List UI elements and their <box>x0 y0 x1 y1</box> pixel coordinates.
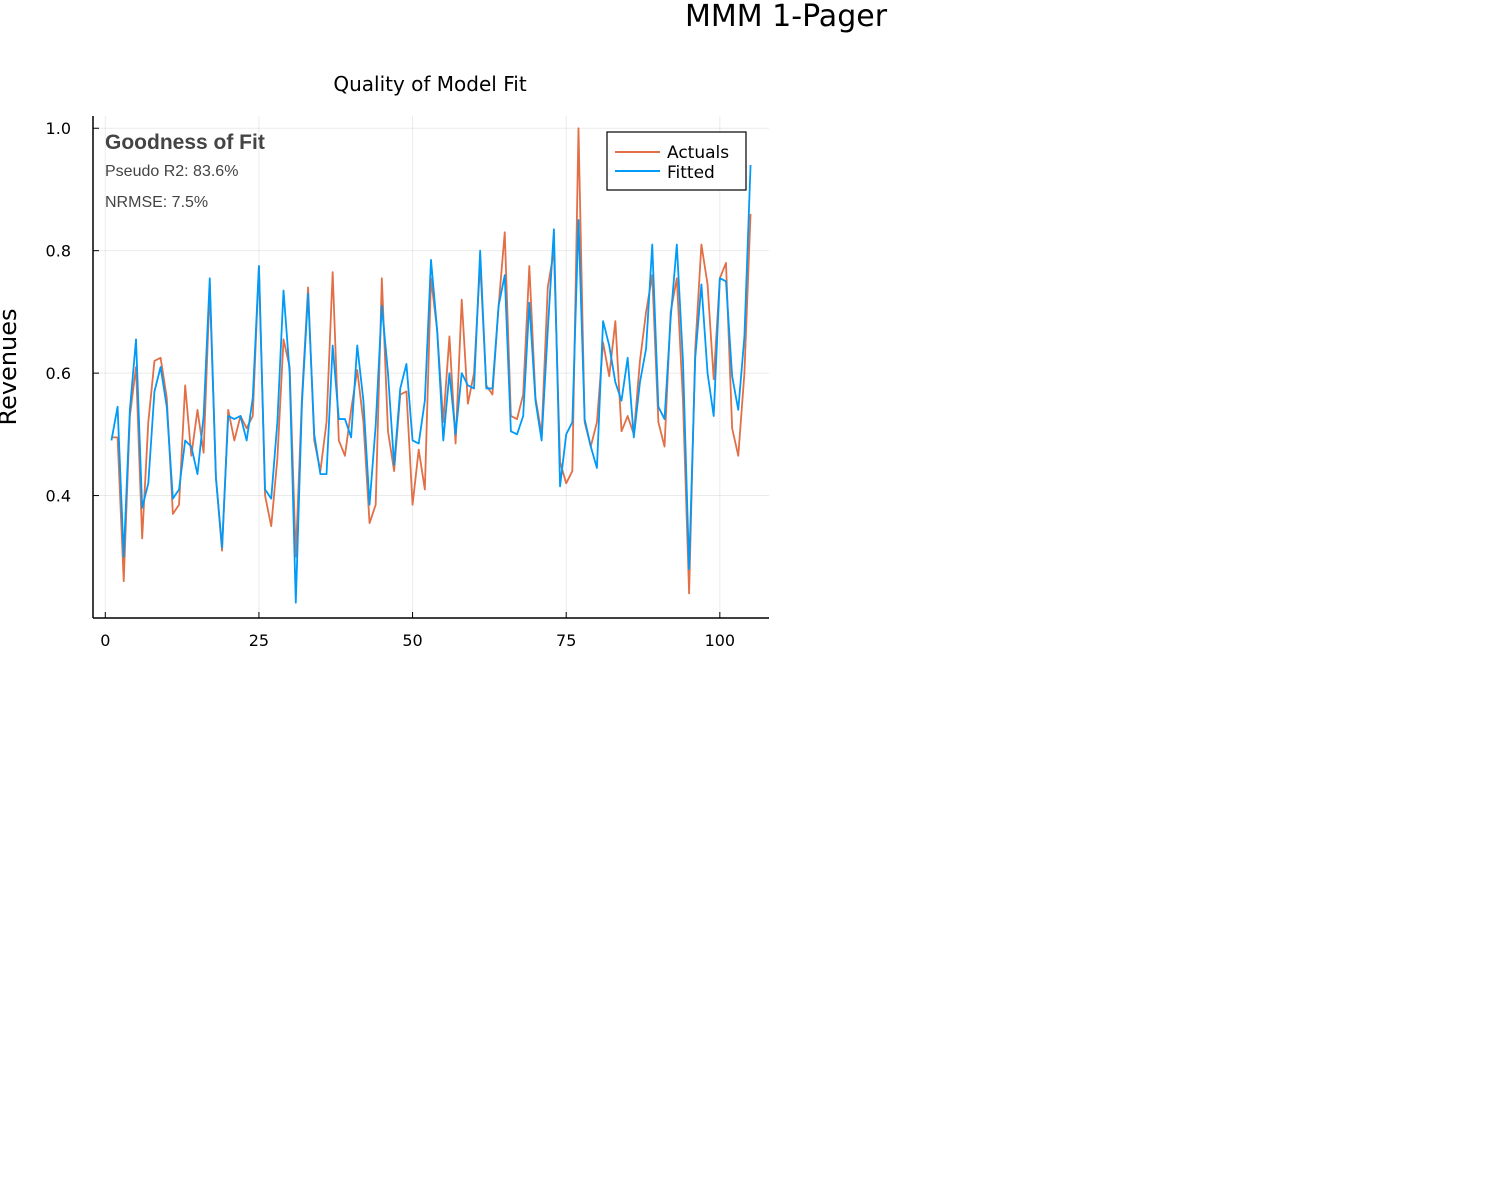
y-tick-label: 1.0 <box>46 119 71 138</box>
chart-title: Quality of Model Fit <box>333 72 526 96</box>
legend-label-actuals: Actuals <box>667 143 729 163</box>
y-ticks: 0.4 0.6 0.8 1.0 <box>46 119 99 506</box>
series-line-fitted <box>110 164 752 604</box>
gof-nrmse: NRMSE: 7.5% <box>105 194 208 211</box>
x-tick-label: 75 <box>556 631 576 650</box>
gof-pseudo-r2: Pseudo R2: 83.6% <box>105 163 238 180</box>
goodness-of-fit-annotation: Goodness of Fit Pseudo R2: 83.6% NRMSE: … <box>105 131 265 211</box>
x-ticks: 0 25 50 75 100 <box>100 612 735 650</box>
page-title: MMM 1-Pager <box>684 0 888 34</box>
y-tick-label: 0.8 <box>46 242 71 261</box>
gof-title: Goodness of Fit <box>105 131 265 154</box>
y-tick-label: 0.6 <box>46 364 71 383</box>
y-axis-label: Revenues <box>0 308 22 425</box>
series-layer <box>110 127 752 604</box>
x-tick-label: 25 <box>249 631 269 650</box>
legend-label-fitted: Fitted <box>667 163 715 183</box>
legend: Actuals Fitted <box>606 131 747 191</box>
legend-box <box>606 131 747 191</box>
x-tick-label: 100 <box>705 631 736 650</box>
x-tick-label: 0 <box>100 631 110 650</box>
y-tick-label: 0.4 <box>46 487 71 506</box>
x-tick-label: 50 <box>402 631 422 650</box>
